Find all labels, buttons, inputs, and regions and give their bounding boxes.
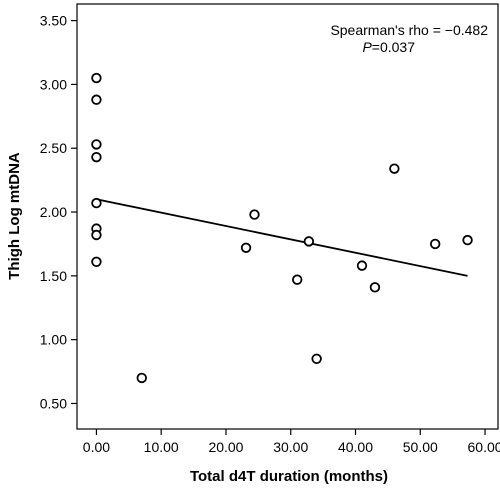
data-point-18 xyxy=(462,234,473,246)
data-point-3 xyxy=(91,151,102,163)
x-tick-label-3: 30.00 xyxy=(273,439,308,455)
x-axis: 0.00 10.00 20.00 30.00 40.00 50.00 60.00 xyxy=(83,429,500,455)
y-axis-title: Thigh Log mtDNA xyxy=(6,152,23,280)
data-point-6 xyxy=(91,229,102,241)
data-point-16 xyxy=(389,163,400,174)
y-tick-label-2: 1.50 xyxy=(40,268,67,284)
data-point-7 xyxy=(91,256,102,268)
data-points xyxy=(91,72,473,384)
data-point-2 xyxy=(91,139,102,150)
stat-annotation-line1: Spearman's rho = −0.482 xyxy=(330,22,488,38)
data-point-15 xyxy=(369,282,381,293)
data-point-14 xyxy=(356,260,368,271)
data-point-12 xyxy=(303,236,315,247)
data-point-13 xyxy=(311,353,322,365)
data-point-11 xyxy=(292,274,303,285)
data-point-17 xyxy=(429,238,441,250)
plot-frame xyxy=(76,3,499,430)
x-tick-label-5: 50.00 xyxy=(403,439,438,455)
y-tick-label-3: 2.00 xyxy=(40,204,67,220)
y-tick-label-6: 3.50 xyxy=(40,13,67,29)
x-tick-label-0: 0.00 xyxy=(83,439,110,455)
x-tick-label-1: 10.00 xyxy=(144,439,179,455)
y-tick-label-0: 0.50 xyxy=(40,395,67,411)
x-axis-title: Total d4T duration (months) xyxy=(190,468,388,485)
data-point-8 xyxy=(136,372,147,384)
fit-line xyxy=(96,198,468,277)
y-tick-label-4: 2.50 xyxy=(40,140,67,156)
stat-annotation-line2: P=0.037 xyxy=(362,39,415,55)
p-label: P xyxy=(362,39,372,55)
data-point-1 xyxy=(91,94,102,105)
data-point-9 xyxy=(240,242,252,253)
x-tick-label-2: 20.00 xyxy=(208,439,243,455)
y-tick-label-5: 3.00 xyxy=(40,76,67,92)
data-point-10 xyxy=(249,209,260,220)
x-tick-label-6: 60.00 xyxy=(468,439,500,455)
x-tick-label-4: 40.00 xyxy=(338,439,373,455)
data-point-0 xyxy=(91,72,102,84)
p-value: =0.037 xyxy=(372,39,415,55)
y-tick-label-1: 1.00 xyxy=(40,332,67,348)
data-point-4 xyxy=(91,197,102,209)
y-axis: 0.50 1.00 1.50 2.00 2.50 3.00 3.50 xyxy=(40,13,77,411)
